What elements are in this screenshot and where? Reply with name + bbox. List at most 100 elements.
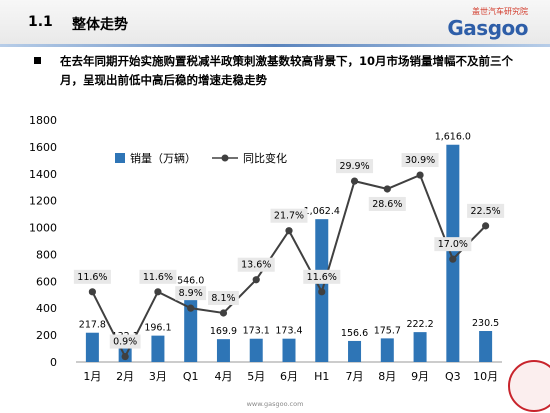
section-title: 整体走势 — [72, 17, 128, 33]
line-value-label: 0.9% — [113, 337, 137, 348]
line-label-box — [336, 159, 374, 174]
line-value-label: 11.6% — [77, 272, 107, 283]
line-label-box — [303, 269, 341, 284]
x-tick-label: 5月 — [247, 370, 265, 383]
bar — [216, 339, 230, 362]
line-label-box — [73, 269, 111, 284]
line-point — [252, 276, 260, 284]
y-tick-label: 200 — [36, 329, 57, 342]
line-point — [318, 288, 326, 296]
bar-value-label: 230.5 — [472, 318, 499, 329]
bar-value-label: 169.9 — [210, 326, 237, 337]
footer-url: www.gasgoo.com — [246, 400, 304, 408]
line-label-box — [237, 257, 275, 272]
line-value-label: 17.0% — [438, 239, 468, 250]
bar-value-label: 1,062.4 — [304, 206, 340, 217]
x-tick-label: 3月 — [149, 370, 167, 383]
logo-subtitle: 盖世汽车研究院 — [472, 7, 528, 16]
line-label-box — [467, 203, 505, 218]
bar — [85, 332, 99, 362]
bar — [348, 340, 362, 362]
line-point — [350, 177, 359, 185]
line-value-label: 8.1% — [211, 293, 235, 304]
line-label-box — [401, 153, 439, 168]
x-tick-label: Q3 — [445, 370, 461, 383]
legend-line-marker — [221, 154, 229, 162]
bar — [479, 331, 493, 362]
y-tick-label: 1800 — [29, 114, 57, 127]
line-value-label: 28.6% — [372, 199, 402, 210]
line-point — [219, 309, 228, 317]
y-tick-label: 800 — [36, 248, 57, 261]
line-point — [88, 288, 96, 296]
line-point — [383, 185, 391, 193]
x-tick-label: 4月 — [214, 370, 232, 383]
line-label-box — [175, 286, 207, 301]
line-value-label: 29.9% — [339, 161, 369, 172]
line-point — [449, 255, 457, 263]
line-value-label: 13.6% — [241, 260, 271, 271]
bar-value-label: 1,616.0 — [435, 132, 471, 143]
line-value-label: 22.5% — [471, 206, 501, 217]
line-value-label: 21.7% — [274, 211, 304, 222]
line-point — [416, 171, 424, 179]
x-tick-label: Q1 — [183, 370, 199, 383]
x-tick-label: 2月 — [116, 370, 134, 383]
y-tick-label: 1600 — [29, 141, 57, 154]
bar-value-label: 222.2 — [406, 319, 433, 330]
bar — [380, 338, 394, 362]
y-tick-label: 0 — [50, 356, 57, 369]
line-label-box — [270, 208, 308, 223]
line-label-box — [434, 237, 472, 252]
bar — [413, 332, 427, 362]
bar-value-label: 546.0 — [177, 276, 204, 287]
line-value-label: 8.9% — [179, 288, 203, 299]
y-tick-label: 1200 — [29, 195, 57, 208]
section-number: 1.1 — [28, 14, 53, 30]
y-tick-label: 1000 — [29, 222, 57, 235]
x-tick-label: 6月 — [280, 370, 298, 383]
bar — [282, 338, 296, 362]
line-point — [187, 304, 195, 312]
line-value-label: 11.6% — [143, 272, 173, 283]
x-tick-label: 9月 — [411, 370, 429, 383]
bar-value-label: 156.6 — [341, 328, 368, 339]
legend-bar-label: 销量（万辆） — [130, 151, 196, 165]
gasgoo-logo: 盖世汽车研究院 Gasgoo — [416, 6, 528, 40]
legend-bar-swatch — [115, 153, 125, 163]
bar — [151, 335, 165, 362]
bar — [446, 144, 460, 362]
bar-value-label: 196.1 — [144, 323, 171, 334]
seal-stamp — [508, 360, 550, 412]
header-bar: 1.1 整体走势 盖世汽车研究院 Gasgoo — [0, 0, 550, 44]
bar — [249, 338, 263, 362]
bar-value-label: 175.7 — [374, 325, 401, 336]
x-tick-label: H1 — [314, 370, 329, 383]
line-point — [285, 227, 293, 235]
line-label-box — [368, 196, 406, 211]
line-value-label: 11.6% — [307, 272, 337, 283]
x-tick-label: 1月 — [83, 370, 101, 383]
line-point — [154, 288, 162, 296]
line-value-label: 30.9% — [405, 155, 435, 166]
logo-wordmark: Gasgoo — [447, 16, 528, 40]
header-divider — [0, 44, 550, 47]
y-tick-label: 1400 — [29, 168, 57, 181]
bar-value-label: 173.1 — [243, 326, 270, 337]
line-point — [482, 222, 490, 230]
legend-line-label: 同比变化 — [243, 151, 287, 165]
bullet-icon — [34, 57, 41, 64]
line-label-box — [139, 269, 177, 284]
y-tick-label: 600 — [36, 275, 57, 288]
bar-value-label: 173.4 — [275, 326, 302, 337]
summary-paragraph: 在去年同期开始实施购置税减半政策刺激基数较高背景下，10月市场销量增幅不及前三个… — [60, 54, 513, 87]
x-tick-label: 8月 — [378, 370, 396, 383]
line-point — [121, 352, 129, 361]
line-label-box — [208, 290, 239, 305]
y-tick-label: 400 — [36, 302, 57, 315]
x-tick-label: 10月 — [473, 370, 498, 383]
line-label-box — [109, 334, 141, 349]
x-tick-label: 7月 — [346, 370, 364, 383]
bar-value-label: 217.8 — [79, 320, 106, 331]
